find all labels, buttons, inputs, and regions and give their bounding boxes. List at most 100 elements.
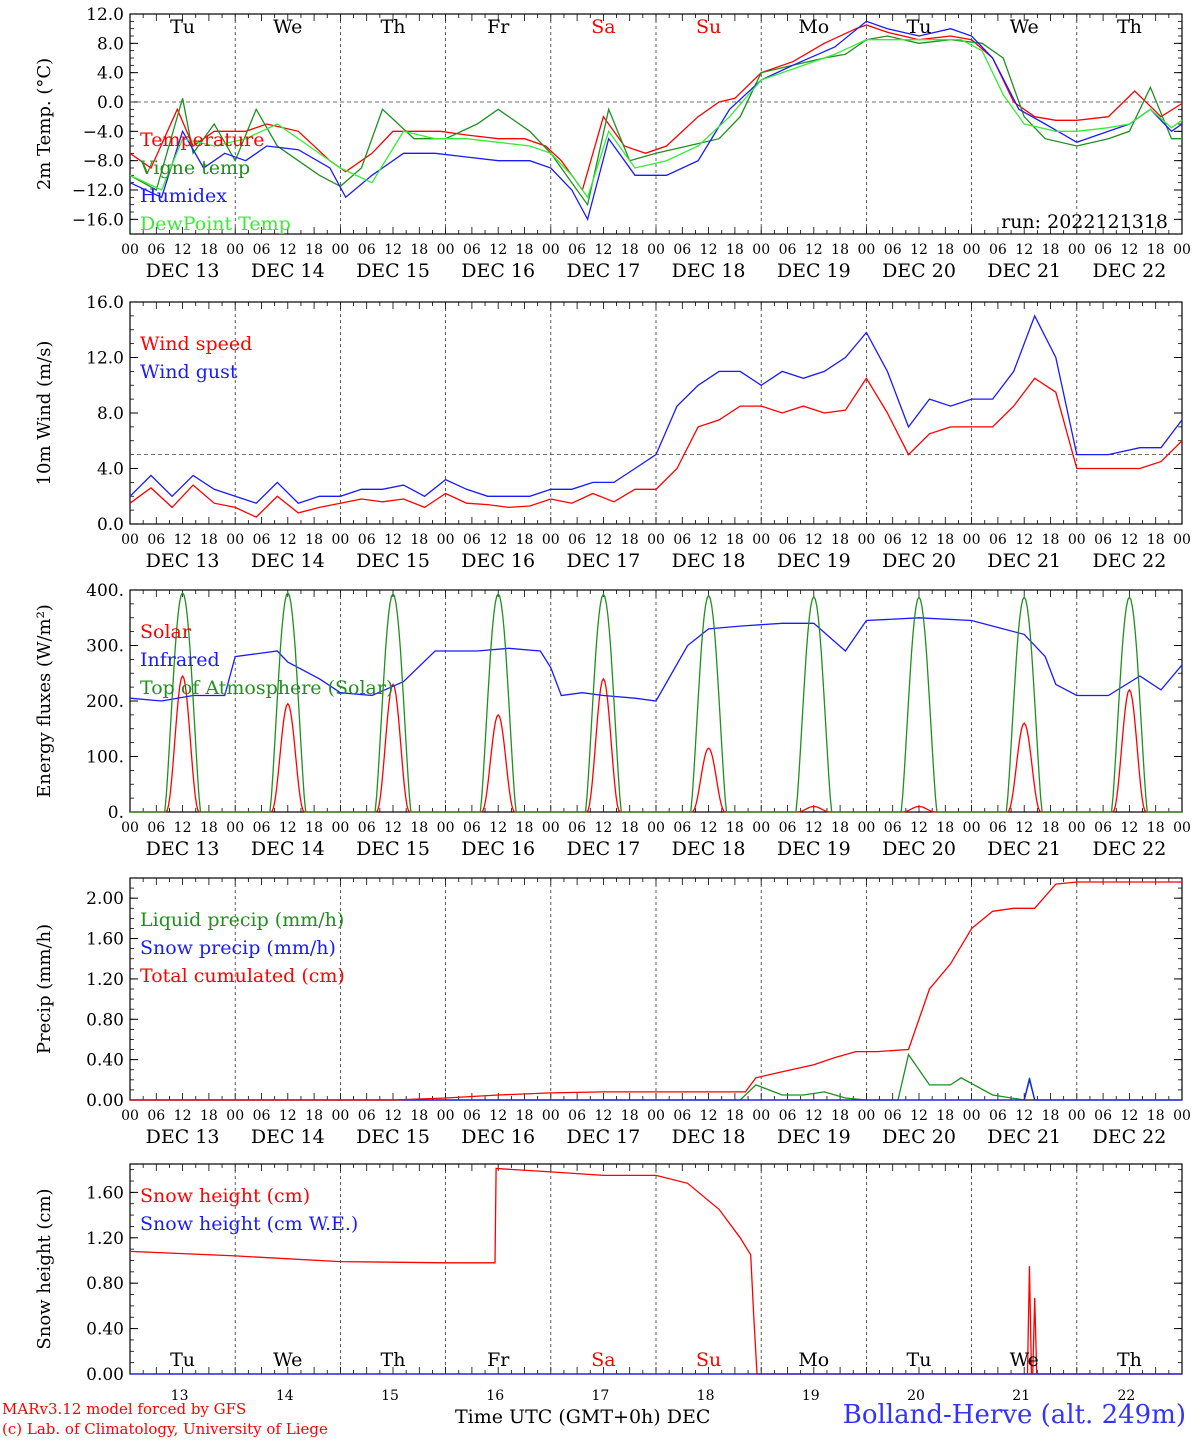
y-tick-label: 16.0 xyxy=(86,293,124,313)
series-line-temperature xyxy=(129,24,1183,192)
hour-tick-label: 06 xyxy=(147,242,165,258)
date-label: DEC 13 xyxy=(146,550,220,572)
y-tick-label: 1.20 xyxy=(86,1229,124,1249)
weekday-label: Mo xyxy=(798,16,829,38)
day-number-label: 18 xyxy=(697,1388,715,1404)
y-axis-label: 2m Temp. (°C) xyxy=(34,58,55,190)
hour-tick-label: 00 xyxy=(752,1108,770,1124)
hour-tick-label: 18 xyxy=(1147,242,1165,258)
y-tick-label: 0. xyxy=(108,803,124,823)
hour-tick-label: 18 xyxy=(516,242,534,258)
hour-tick-label: 12 xyxy=(700,820,718,836)
day-number-label: 14 xyxy=(276,1388,294,1404)
weekday-label: Tu xyxy=(907,16,932,38)
weekday-label: Sa xyxy=(591,1349,615,1371)
hour-tick-label: 06 xyxy=(463,532,481,548)
hour-tick-label: 12 xyxy=(1015,532,1033,548)
y-tick-label: 0.80 xyxy=(86,1010,124,1030)
hour-tick-label: 18 xyxy=(200,820,218,836)
hour-tick-label: 00 xyxy=(963,242,981,258)
day-number-label: 17 xyxy=(591,1388,609,1404)
hour-tick-label: 12 xyxy=(174,1108,192,1124)
hour-tick-label: 12 xyxy=(384,820,402,836)
date-label: DEC 16 xyxy=(461,550,535,572)
hour-tick-label: 18 xyxy=(516,532,534,548)
hour-tick-label: 18 xyxy=(936,242,954,258)
series-line-infrared xyxy=(129,617,1183,702)
hour-tick-label: 18 xyxy=(831,820,849,836)
hour-tick-label: 12 xyxy=(910,820,928,836)
hour-tick-label: 00 xyxy=(1068,242,1086,258)
date-label: DEC 15 xyxy=(356,260,430,282)
x-axis-title: Time UTC (GMT+0h) DEC xyxy=(455,1406,711,1428)
hour-tick-label: 18 xyxy=(1147,820,1165,836)
hour-tick-label: 06 xyxy=(1094,1108,1112,1124)
hour-tick-label: 06 xyxy=(884,532,902,548)
y-axis-label: Energy fluxes (W/m²) xyxy=(34,604,55,798)
legend-entry: Liquid precip (mm/h) xyxy=(140,909,344,931)
credit-lab: (c) Lab. of Climatology, University of L… xyxy=(2,1420,328,1438)
hour-tick-label: 00 xyxy=(1173,532,1191,548)
hour-tick-label: 06 xyxy=(147,820,165,836)
hour-tick-label: 00 xyxy=(963,1108,981,1124)
hour-tick-label: 12 xyxy=(174,532,192,548)
hour-tick-label: 00 xyxy=(226,532,244,548)
hour-tick-label: 06 xyxy=(253,532,271,548)
panel-energy xyxy=(129,589,1183,813)
series-line-vigne-temp xyxy=(129,35,1182,207)
date-label: DEC 15 xyxy=(356,1126,430,1148)
hour-tick-label: 12 xyxy=(384,532,402,548)
weekday-label: Su xyxy=(696,16,721,38)
series-line-humidex xyxy=(129,20,1183,222)
hour-tick-label: 18 xyxy=(831,242,849,258)
hour-tick-label: 18 xyxy=(516,820,534,836)
y-axis-label: Snow height (cm) xyxy=(34,1188,55,1349)
hour-tick-label: 00 xyxy=(542,242,560,258)
hour-tick-label: 06 xyxy=(673,532,691,548)
hour-tick-label: 12 xyxy=(489,532,507,548)
hour-tick-label: 12 xyxy=(279,532,297,548)
hour-tick-label: 18 xyxy=(621,1108,639,1124)
hour-tick-label: 18 xyxy=(621,242,639,258)
panel-snow xyxy=(129,1163,1183,1375)
hour-tick-label: 00 xyxy=(752,242,770,258)
hour-tick-label: 06 xyxy=(253,820,271,836)
hour-tick-label: 00 xyxy=(437,242,455,258)
hour-tick-label: 12 xyxy=(1015,1108,1033,1124)
snow-spike xyxy=(1026,1266,1033,1375)
hour-tick-label: 00 xyxy=(857,1108,875,1124)
hour-tick-label: 12 xyxy=(910,1108,928,1124)
hour-tick-label: 18 xyxy=(305,242,323,258)
panel-wind xyxy=(129,301,1183,525)
hour-tick-label: 06 xyxy=(779,820,797,836)
date-label: DEC 13 xyxy=(146,260,220,282)
hour-tick-label: 06 xyxy=(1094,820,1112,836)
hour-tick-label: 00 xyxy=(752,532,770,548)
hour-tick-label: 12 xyxy=(1015,820,1033,836)
y-tick-label: 4.0 xyxy=(97,64,124,84)
hour-tick-label: 18 xyxy=(726,1108,744,1124)
hour-tick-label: 18 xyxy=(200,532,218,548)
hour-tick-label: 06 xyxy=(779,1108,797,1124)
hour-tick-label: 12 xyxy=(805,820,823,836)
hour-tick-label: 12 xyxy=(1120,1108,1138,1124)
date-label: DEC 17 xyxy=(566,838,640,860)
weekday-label: Su xyxy=(696,1349,721,1371)
hour-tick-label: 18 xyxy=(410,532,428,548)
weekday-label: Fr xyxy=(487,16,510,38)
date-label: DEC 16 xyxy=(461,1126,535,1148)
hour-tick-label: 06 xyxy=(1094,242,1112,258)
hour-tick-label: 12 xyxy=(1120,242,1138,258)
hour-tick-label: 00 xyxy=(1173,1108,1191,1124)
hour-tick-label: 00 xyxy=(542,820,560,836)
hour-tick-label: 18 xyxy=(305,532,323,548)
y-tick-label: −16.0 xyxy=(72,210,124,230)
date-label: DEC 13 xyxy=(146,838,220,860)
hour-tick-label: 06 xyxy=(568,242,586,258)
legend-entry: Snow height (cm) xyxy=(140,1185,310,1207)
hour-tick-label: 06 xyxy=(358,242,376,258)
hour-tick-label: 00 xyxy=(121,1108,139,1124)
series-line-snow-height-cm- xyxy=(129,1167,1182,1375)
hour-tick-label: 12 xyxy=(1015,242,1033,258)
